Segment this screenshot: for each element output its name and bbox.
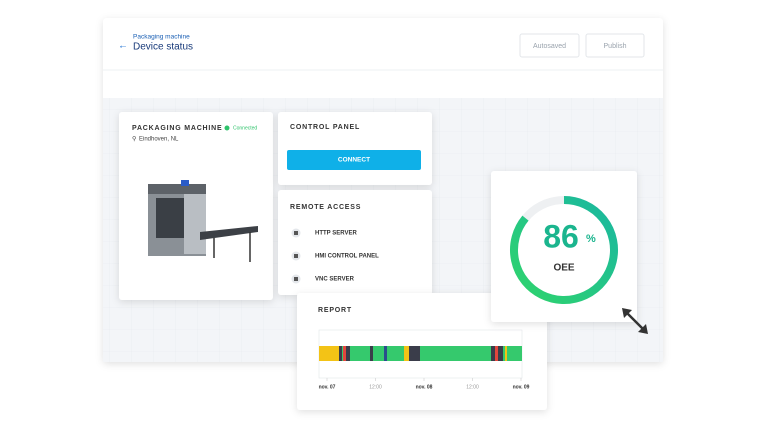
tick-label: nov. 09 — [513, 384, 530, 390]
gauge-label: OEE — [553, 263, 574, 274]
location: Eindhoven, NL — [139, 137, 179, 143]
remote-item[interactable]: HMI CONTROL PANEL — [315, 254, 379, 260]
card-title: PACKAGING MACHINE — [132, 125, 222, 132]
timeline — [319, 346, 522, 361]
button-label: Publish — [604, 43, 627, 50]
tick-label: 12:00 — [466, 384, 479, 390]
gauge-arc — [510, 196, 618, 304]
breadcrumb[interactable]: Packaging machine — [133, 34, 190, 41]
gauge-unit: % — [586, 233, 596, 245]
tick-label: nov. 08 — [416, 384, 433, 390]
card-title: REPORT — [318, 307, 352, 314]
back-arrow[interactable]: ← — [118, 41, 128, 52]
autosaved-button[interactable] — [519, 33, 580, 58]
card-title: CONTROL PANEL — [290, 124, 360, 131]
gauge-value: 86 — [543, 218, 579, 254]
tick-label: nov. 07 — [319, 384, 336, 390]
status-dot — [224, 125, 230, 131]
page-title: Device status — [133, 42, 193, 53]
publish-button[interactable] — [585, 33, 645, 58]
tick-label: 12:00 — [369, 384, 382, 390]
button-label: Autosaved — [533, 43, 566, 50]
remote-item[interactable]: VNC SERVER — [315, 277, 355, 283]
button-label: CONNECT — [338, 157, 370, 164]
resize-handle[interactable] — [622, 308, 648, 334]
status: Connected — [233, 125, 257, 131]
item-icon-glyph — [294, 254, 298, 258]
pin-icon: ⚲ — [132, 136, 136, 143]
item-icon-glyph — [294, 277, 298, 281]
item-icon-glyph — [294, 231, 298, 235]
machine-image — [148, 180, 258, 262]
remote-item[interactable]: HTTP SERVER — [315, 231, 357, 237]
remote-card — [278, 190, 432, 295]
connect-button[interactable] — [287, 150, 421, 170]
card-title: REMOTE ACCESS — [290, 204, 361, 211]
